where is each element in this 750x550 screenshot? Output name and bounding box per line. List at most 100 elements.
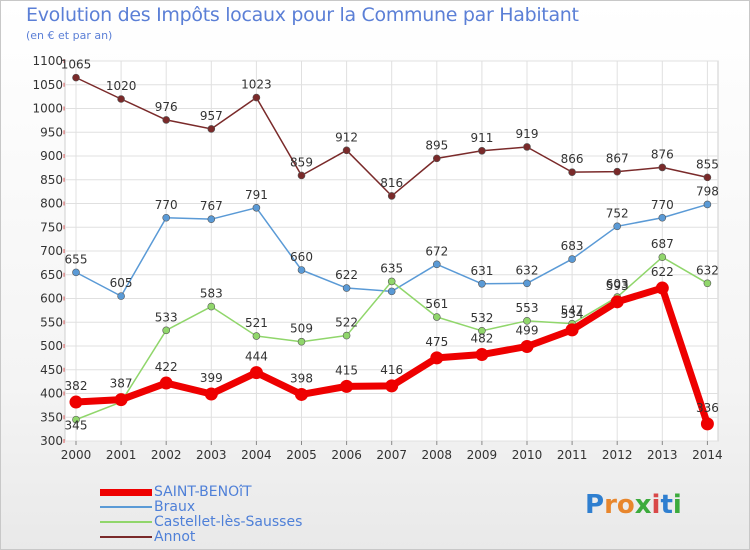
x-tick-label: 2013 [647, 448, 678, 462]
data-label: 622 [651, 265, 674, 279]
data-point [568, 168, 576, 176]
x-tick-label: 2009 [467, 448, 498, 462]
data-point [162, 213, 170, 222]
x-tick-label: 2010 [512, 448, 543, 462]
data-label: 767 [200, 199, 223, 213]
data-label: 632 [516, 263, 539, 277]
data-point [523, 143, 531, 151]
data-label: 798 [696, 184, 719, 198]
data-point [387, 287, 396, 296]
y-tick-label: 800 [40, 197, 63, 211]
data-label: 770 [651, 198, 674, 212]
data-point [430, 351, 444, 365]
data-point [342, 284, 351, 292]
y-tick-label: 400 [40, 387, 63, 401]
data-label: 399 [200, 371, 223, 385]
data-point [475, 348, 489, 362]
data-point [387, 277, 396, 286]
data-point [162, 116, 170, 124]
data-point [342, 331, 351, 340]
data-label: 655 [65, 252, 88, 266]
data-point [72, 73, 80, 82]
data-label: 687 [651, 237, 674, 251]
data-label: 561 [425, 297, 448, 311]
data-label: 816 [380, 176, 403, 190]
x-tick-label: 2004 [241, 448, 272, 462]
data-label: 876 [651, 147, 674, 161]
data-point [297, 171, 306, 180]
data-label: 475 [425, 335, 448, 349]
data-point [658, 213, 667, 222]
data-label: 398 [290, 371, 313, 385]
data-point [204, 387, 218, 401]
x-tick-label: 2012 [602, 448, 633, 462]
data-label: 976 [155, 100, 178, 114]
data-point [117, 95, 125, 103]
data-label: 1020 [106, 79, 137, 93]
x-tick-label: 2008 [422, 448, 453, 462]
data-label: 957 [200, 109, 223, 123]
data-point [568, 255, 576, 263]
data-point [565, 323, 579, 337]
data-point [72, 268, 80, 277]
data-point [387, 192, 396, 200]
y-tick-label: 500 [40, 339, 63, 353]
data-point [523, 279, 531, 288]
legend-label-castellet: Castellet-lès-Sausses [154, 514, 303, 530]
data-point [432, 260, 441, 269]
data-label: 509 [290, 322, 313, 336]
legend-swatch-saint-benoit [100, 489, 152, 496]
data-point [655, 281, 669, 295]
data-label: 919 [516, 127, 539, 141]
legend-label-saint-benoit: SAINT-BENOîT [154, 484, 252, 500]
y-tick-label: 950 [40, 125, 63, 139]
data-point [478, 326, 486, 335]
data-label: 895 [425, 138, 448, 152]
logo-letter: r [604, 490, 617, 520]
data-label: 660 [290, 250, 313, 264]
data-point [207, 302, 216, 311]
logo-letter: i [651, 490, 661, 520]
x-tick-label: 2006 [331, 448, 362, 462]
data-label: 345 [65, 419, 88, 433]
x-tick-label: 2000 [61, 448, 92, 462]
data-label: 770 [155, 198, 178, 212]
data-point [613, 167, 622, 176]
data-point [252, 332, 261, 340]
data-point [478, 279, 486, 288]
data-point [249, 366, 263, 380]
data-label: 752 [606, 206, 629, 220]
y-tick-label: 1050 [32, 78, 63, 92]
data-point [114, 393, 128, 407]
x-tick-label: 2014 [692, 448, 723, 462]
data-label: 867 [606, 152, 629, 166]
data-label: 622 [335, 268, 358, 282]
data-label: 415 [335, 363, 358, 377]
data-label: 911 [470, 131, 493, 145]
logo-letter: i [672, 490, 682, 520]
y-tick-label: 450 [40, 363, 63, 377]
data-label: 583 [200, 287, 223, 301]
data-label: 791 [245, 188, 268, 202]
y-tick-label: 750 [40, 220, 63, 234]
data-label: 683 [561, 239, 584, 253]
data-label: 422 [155, 360, 178, 374]
data-label: 482 [470, 332, 493, 346]
data-label: 859 [290, 155, 313, 169]
data-label: 444 [245, 350, 268, 364]
data-label: 1023 [241, 78, 272, 92]
data-point [159, 376, 173, 390]
data-label: 635 [380, 261, 403, 275]
data-point [297, 337, 306, 346]
y-tick-label: 350 [40, 410, 63, 424]
data-point [478, 146, 486, 155]
data-label: 416 [380, 363, 403, 377]
data-label: 593 [606, 279, 629, 293]
data-point [252, 203, 261, 212]
data-label: 532 [470, 311, 493, 325]
y-tick-label: 600 [40, 292, 63, 306]
y-tick-label: 900 [40, 149, 63, 163]
data-point [703, 200, 712, 209]
data-point [295, 387, 308, 401]
